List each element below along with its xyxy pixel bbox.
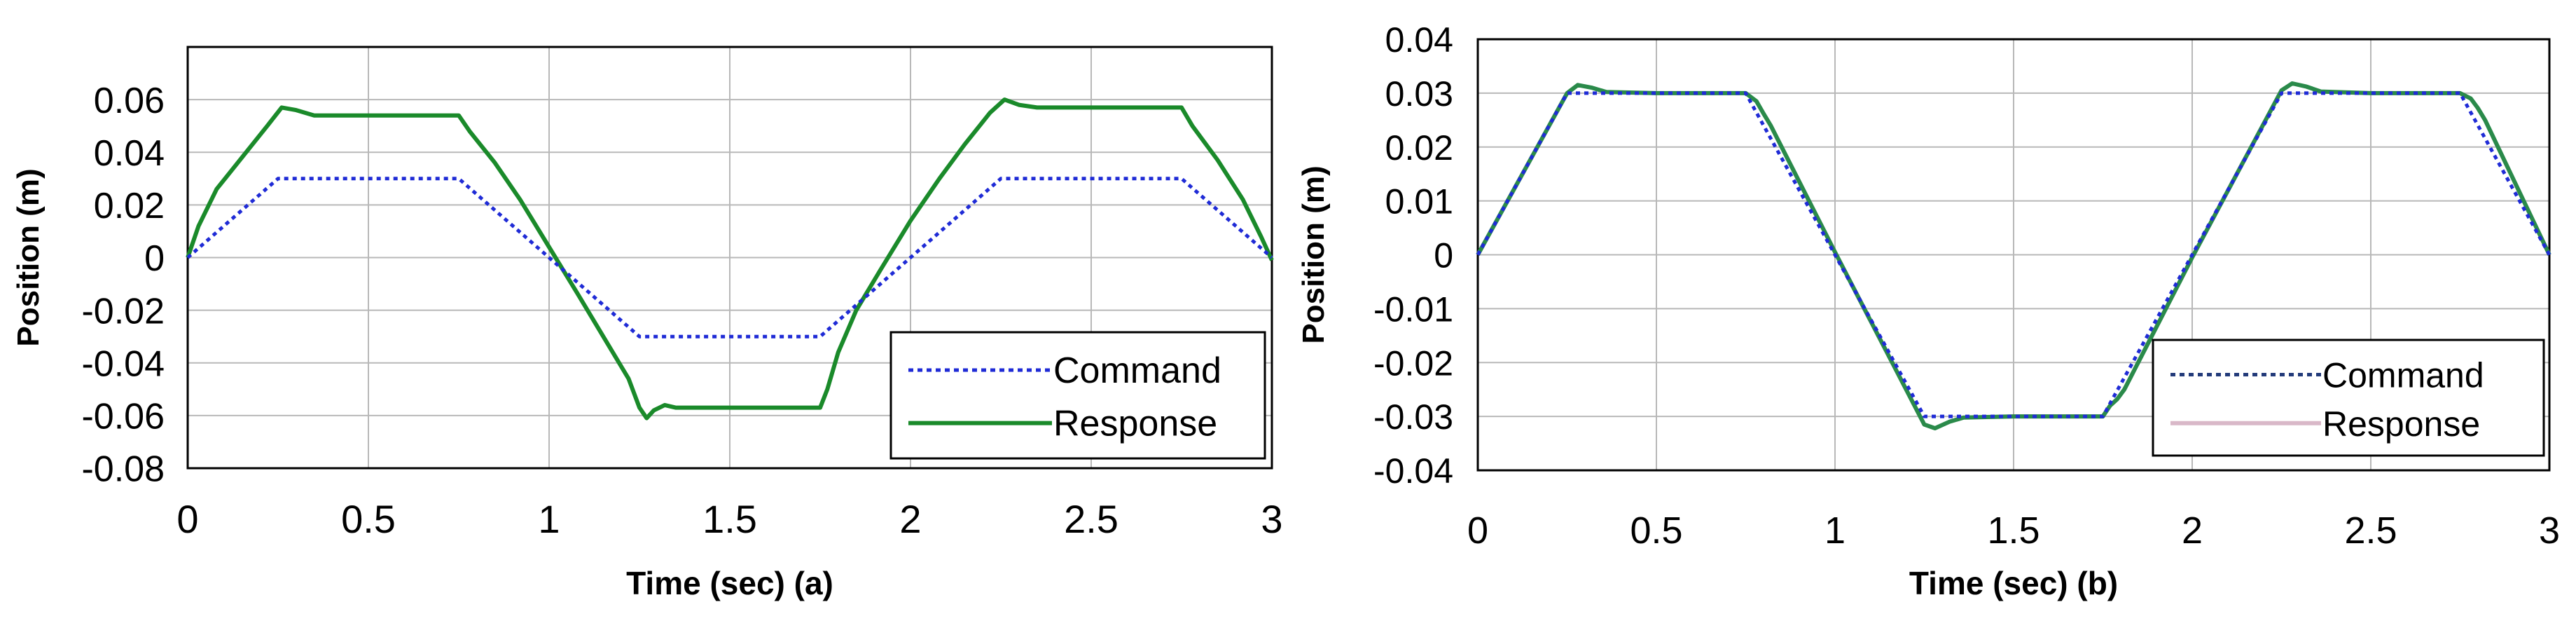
x-tick-label: 2 [899,497,921,541]
y-tick-label: -0.01 [1373,289,1453,329]
x-tick-label: 0.5 [1630,510,1682,552]
legend: Command Response [889,331,1266,460]
legend-label-command: Command [2322,356,2484,395]
y-tick-label: 0.04 [94,133,165,174]
legend-box [2152,339,2545,457]
x-tick-label: 1.5 [1987,510,2040,552]
series-line-response [186,97,1274,421]
y-axis-label: Position (m) [1296,165,1331,343]
y-tick-label: 0.02 [94,186,165,226]
chart-panel-a: 0 0.5 1 1.5 2 2.5 3 -0.08 -0.06 -0.04 -0.02 0 0.02 0.… [11,46,1283,601]
legend-label-response: Response [1053,404,1217,444]
y-tick-label: -0.02 [81,291,165,332]
y-tick-label: -0.06 [81,397,165,437]
y-tick-label: 0.02 [1385,128,1453,168]
y-tick-label: 0.04 [1385,20,1453,60]
y-tick-label: -0.02 [1373,343,1453,383]
y-tick-label: 0.03 [1385,74,1453,114]
legend-box [889,331,1266,460]
x-tick-label: 1 [1824,510,1846,552]
y-tick-label: 0.06 [94,81,165,121]
legend-label-command: Command [1053,350,1221,391]
x-axis-label: Time (sec) (b) [1909,565,2118,601]
x-tick-label: 0.5 [341,497,396,541]
y-tick-label: 0.01 [1385,182,1453,221]
series-line-command [1476,91,2551,418]
y-tick-label: -0.08 [81,449,165,490]
x-tick-label: 3 [2539,510,2560,552]
x-tick-label: 2.5 [1064,497,1119,541]
x-tick-label: 1.5 [702,497,757,541]
x-tick-label: 1 [538,497,560,541]
y-axis-label: Position (m) [11,168,46,346]
x-axis-label: Time (sec) (a) [626,565,833,601]
y-tick-label: -0.03 [1373,397,1453,437]
legend: Command Response [2152,339,2545,457]
series-line-command [186,177,1273,339]
y-tick-label: -0.04 [81,343,165,384]
x-tick-label: 0 [1467,510,1488,552]
chart-panel-b: 0 0.5 1 1.5 2 2.5 3 -0.04 -0.03 -0.02 -0.01 0 0.01 0.… [1296,20,2560,601]
series-line-response [1476,81,2551,430]
y-tick-label: 0 [144,238,165,279]
x-tick-label: 2.5 [2344,510,2397,552]
x-tick-label: 0 [176,497,198,541]
y-tick-label: 0 [1434,236,1453,275]
y-tick-label: -0.04 [1373,451,1453,491]
legend-label-response: Response [2322,404,2480,444]
x-tick-label: 3 [1261,497,1282,541]
x-tick-label: 2 [2182,510,2203,552]
